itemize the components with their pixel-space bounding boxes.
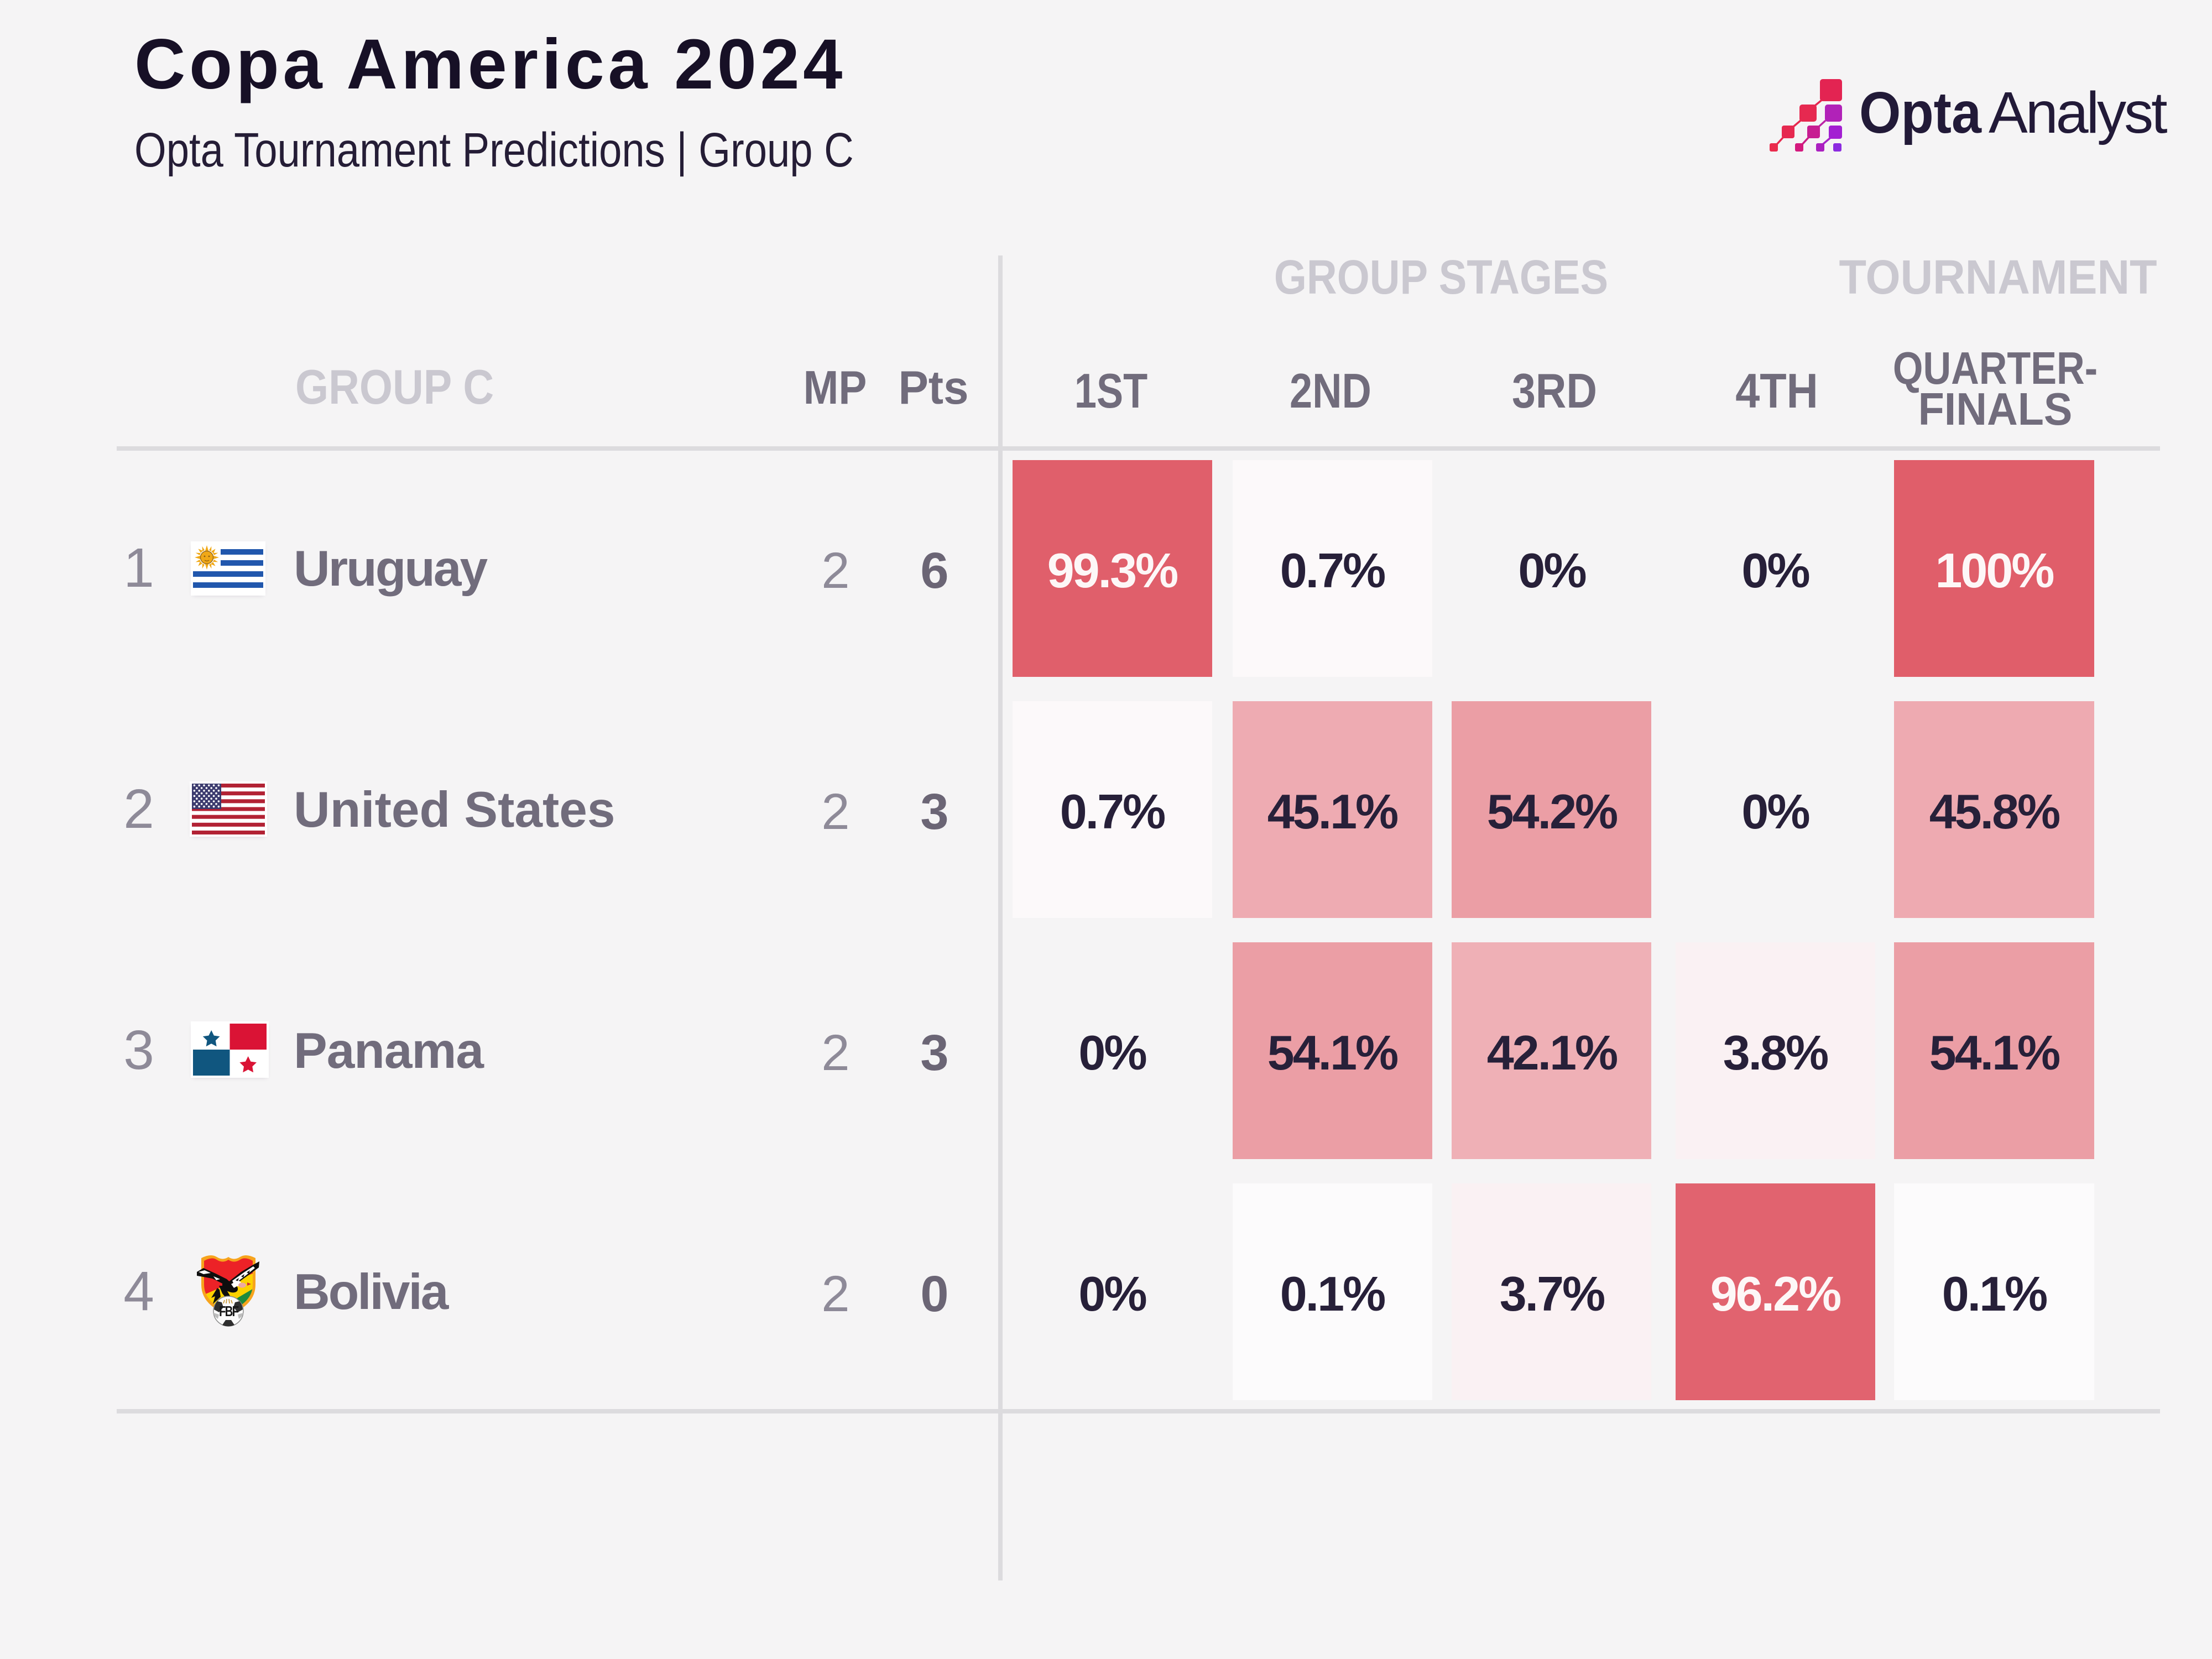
svg-text:FBF: FBF — [219, 1303, 239, 1319]
